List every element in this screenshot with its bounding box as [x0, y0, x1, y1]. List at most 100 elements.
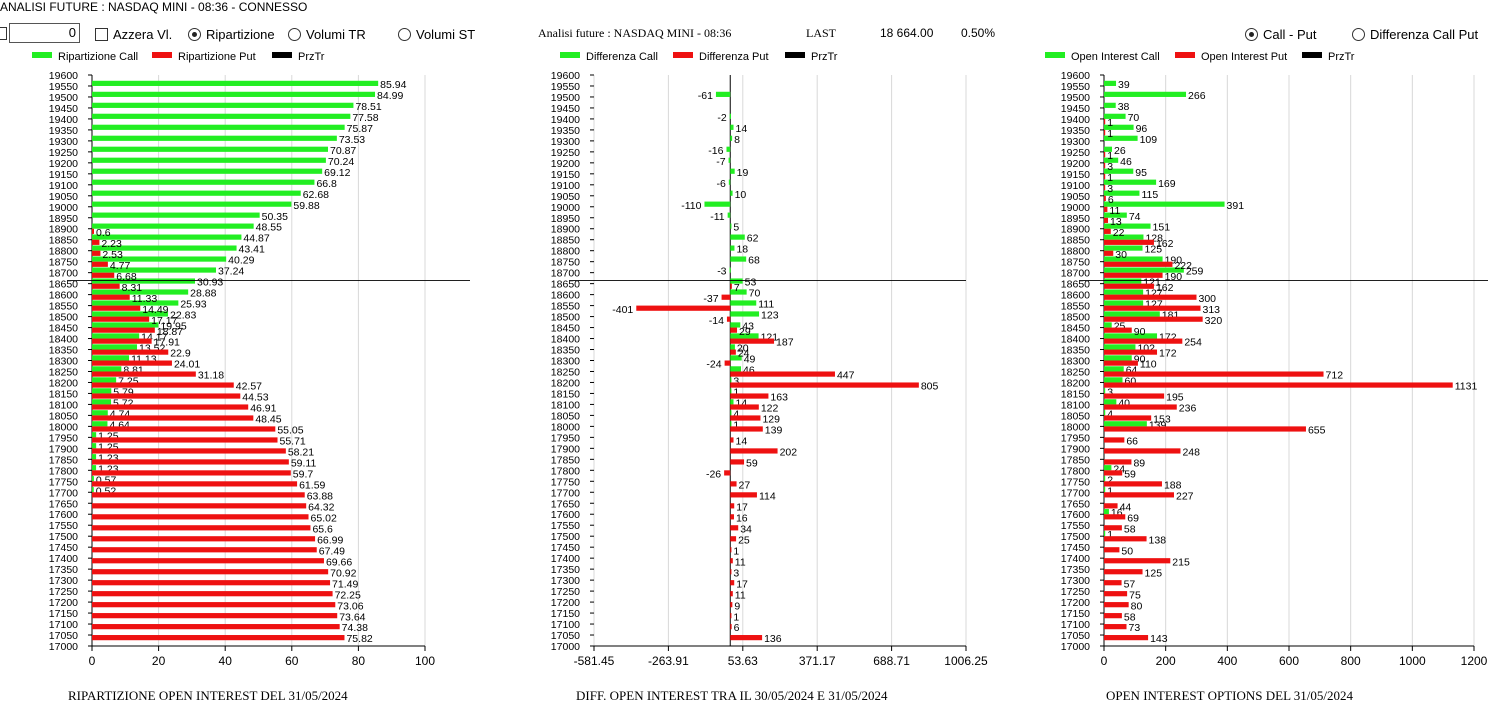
y-tick-label: 19050	[551, 191, 580, 203]
y-tick-label: 18650	[1061, 279, 1090, 291]
radio-icon	[188, 28, 201, 41]
put-bar-label: 55.71	[280, 436, 306, 448]
y-tick-label: 19550	[1061, 81, 1090, 93]
y-tick-label: 19150	[551, 169, 580, 181]
put-bar-label: 3	[733, 567, 739, 579]
call-bar	[1104, 465, 1112, 471]
y-tick-label: 17350	[1061, 564, 1090, 576]
call-bar-label: 115	[1141, 189, 1158, 201]
y-tick-label: 17800	[551, 465, 580, 477]
radio-ripartizione[interactable]: Ripartizione	[188, 27, 275, 42]
y-tick-label: 18450	[1061, 323, 1090, 335]
call-bar	[92, 487, 94, 493]
put-bar	[1104, 547, 1120, 553]
radio-volumi-st[interactable]: Volumi ST	[398, 27, 475, 42]
put-bar	[1104, 635, 1149, 641]
y-tick-label: 17200	[551, 597, 580, 609]
radio-call-put[interactable]: Call - Put	[1245, 27, 1316, 42]
call-bar-label: 125	[1145, 244, 1163, 256]
call-bar	[1104, 80, 1117, 86]
call-bar-label: 151	[1153, 222, 1171, 234]
put-bar-label: 67.49	[319, 545, 345, 557]
put-bar	[92, 437, 278, 443]
put-bar	[1104, 393, 1165, 399]
put-bar-label: 447	[837, 370, 855, 382]
legend-label: Ripartizione Call	[58, 51, 138, 63]
put-bar	[730, 283, 732, 289]
put-bar	[1104, 481, 1162, 487]
put-bar-label: 153	[1153, 414, 1171, 426]
left-edge-checkbox[interactable]	[0, 27, 12, 40]
y-tick-label: 18550	[1061, 301, 1090, 313]
call-bar-label: 62	[747, 233, 759, 245]
put-bar-label: 110	[1140, 359, 1157, 371]
y-tick-label: 17250	[551, 586, 580, 598]
put-bar-label: 50	[1121, 545, 1133, 557]
y-tick-label: 19000	[1061, 202, 1090, 214]
put-bar	[1104, 327, 1132, 333]
call-bar-label: 22.83	[170, 310, 196, 322]
call-bar-label: 50.35	[262, 211, 288, 223]
put-bar	[92, 338, 152, 344]
call-bar	[92, 443, 97, 449]
call-bar-label: 85.94	[380, 79, 406, 91]
put-bar	[1104, 217, 1109, 223]
y-tick-label: 17600	[49, 509, 78, 521]
call-bar	[92, 267, 217, 273]
call-bar	[92, 234, 242, 240]
azzera-checkbox[interactable]: Azzera Vl.	[95, 27, 172, 42]
put-bar	[92, 316, 150, 322]
y-tick-label: 18100	[1061, 399, 1090, 411]
put-bar	[1104, 294, 1197, 300]
put-bar	[1104, 382, 1453, 388]
put-bar	[1104, 316, 1203, 322]
x-tick-label: 688.71	[873, 654, 910, 668]
call-bar	[729, 267, 731, 273]
y-tick-label: 18950	[49, 213, 78, 225]
y-tick-label: 19050	[49, 191, 78, 203]
y-tick-label: 19450	[551, 103, 580, 115]
put-bar-label: 9	[734, 600, 740, 612]
x-tick-label: 371.17	[799, 654, 836, 668]
call-bar	[730, 388, 732, 394]
y-tick-label: 18000	[49, 421, 78, 433]
y-tick-label: 17250	[1061, 586, 1090, 598]
put-bar	[730, 338, 775, 344]
put-bar	[1104, 239, 1154, 245]
put-bar-label: 13	[1110, 216, 1122, 228]
y-tick-label: 18050	[49, 410, 78, 422]
y-tick-label: 19350	[1061, 125, 1090, 137]
call-bar-label: 25	[1114, 321, 1126, 333]
y-tick-label: 18950	[1061, 213, 1090, 225]
put-bar	[1104, 129, 1106, 136]
call-bar	[1104, 509, 1109, 515]
put-bar	[92, 481, 298, 487]
put-bar-label: 11	[735, 556, 746, 568]
y-tick-label: 17700	[1061, 487, 1090, 499]
legend-swatch	[1175, 52, 1195, 58]
put-bar	[92, 580, 331, 586]
y-tick-label: 17650	[551, 498, 580, 510]
radio-volumi-tr[interactable]: Volumi TR	[288, 27, 366, 42]
y-tick-label: 19200	[1061, 158, 1090, 170]
radio-differenza[interactable]: Differenza Call Put	[1352, 27, 1478, 42]
legend-swatch	[560, 52, 580, 58]
put-bar-label: -14	[709, 315, 724, 327]
call-bar	[1104, 278, 1142, 284]
y-tick-label: 19500	[49, 92, 78, 104]
put-bar	[724, 360, 731, 366]
y-tick-label: 18000	[1061, 421, 1090, 433]
put-bar	[1104, 514, 1126, 520]
put-bar	[1104, 503, 1118, 509]
put-bar-label: 222	[1174, 260, 1192, 272]
radio-label: Call - Put	[1263, 27, 1317, 42]
y-tick-label: 19150	[1061, 169, 1090, 181]
put-bar	[1104, 272, 1163, 278]
y-tick-label: 17750	[49, 476, 78, 488]
legend-swatch	[785, 52, 805, 58]
call-bar	[1104, 245, 1143, 251]
x-tick-label: 1200	[1461, 654, 1488, 668]
value-input[interactable]: 0	[9, 23, 80, 43]
put-bar-label: 14.49	[142, 304, 168, 316]
call-bar	[704, 201, 731, 207]
